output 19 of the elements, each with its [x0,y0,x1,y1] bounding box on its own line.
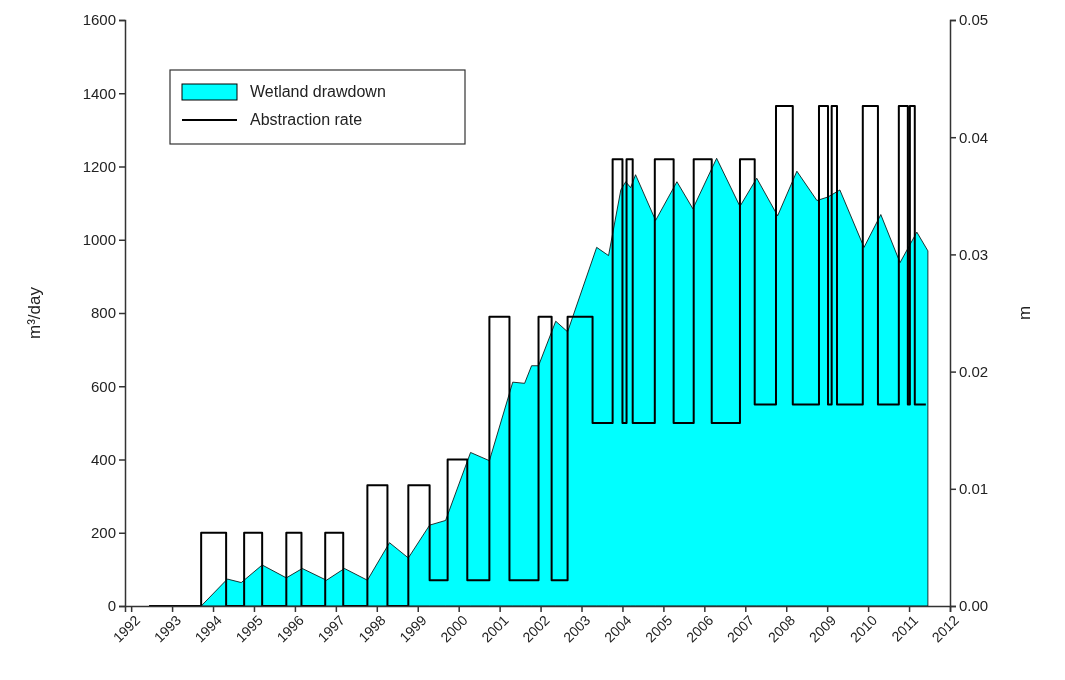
y2-tick-label: 0.00 [959,597,989,615]
y2-tick-label: 0.05 [959,11,989,29]
y2-tick-label: 0.01 [959,480,989,498]
y2-axis-title: m [1015,305,1034,321]
y-tick-label: 800 [90,304,116,322]
legend-label: Abstraction rate [250,111,363,128]
y-tick-label: 600 [90,377,116,395]
y-tick-label: 200 [90,524,116,542]
y-tick-label: 400 [90,450,116,468]
y2-tick-label: 0.04 [959,128,989,146]
y2-tick-label: 0.03 [959,245,989,263]
y-tick-label: 1000 [82,231,116,249]
y-tick-label: 0 [107,597,116,615]
y2-tick-label: 0.02 [959,362,989,380]
y-axis-title: m³/day [25,286,44,339]
y-tick-label: 1200 [82,157,116,175]
y-tick-label: 1600 [82,11,116,29]
legend-label: Wetland drawdown [250,83,386,100]
y-tick-label: 1400 [82,84,116,102]
